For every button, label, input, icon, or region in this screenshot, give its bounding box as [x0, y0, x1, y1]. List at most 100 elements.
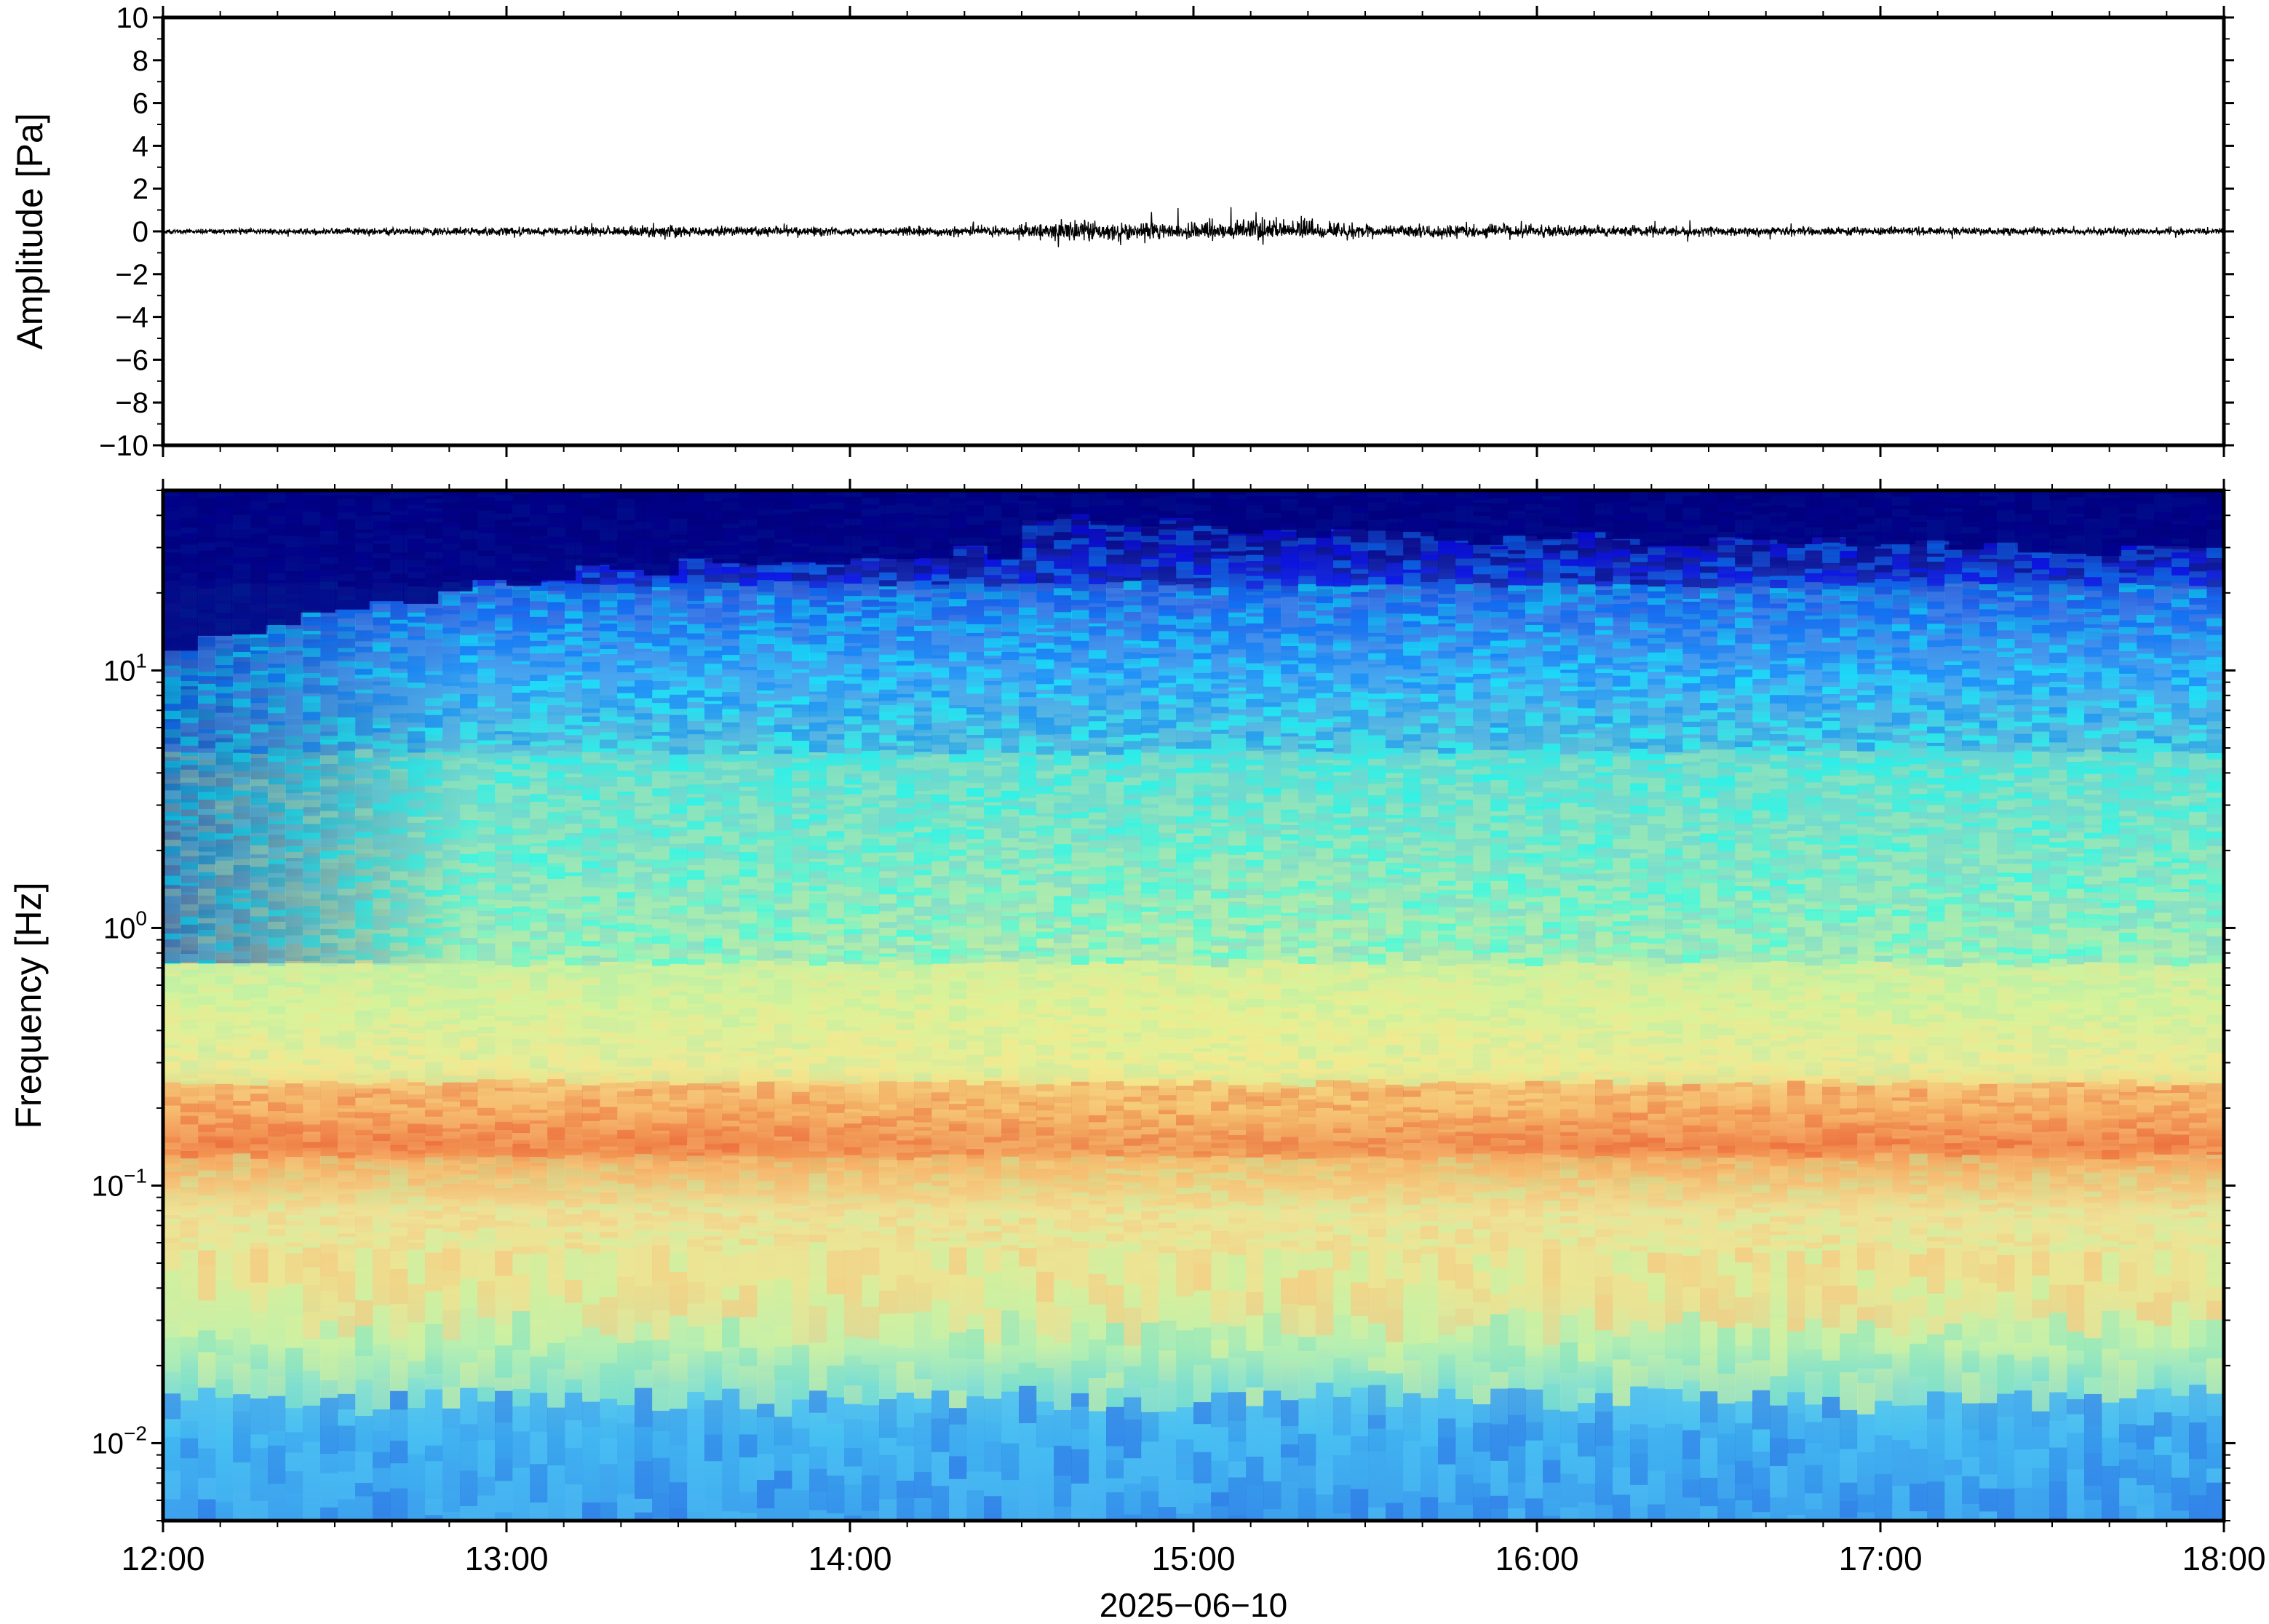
- spectrogram-cell: [460, 854, 478, 864]
- spectrogram-cell: [460, 1140, 478, 1149]
- spectrogram-cell: [582, 1099, 600, 1107]
- spectrogram-cell: [268, 1033, 286, 1041]
- spectrogram-cell: [355, 853, 373, 858]
- spectrogram-cell: [687, 1247, 705, 1282]
- spectrogram-cell: [495, 1091, 513, 1094]
- spectrogram-cell: [355, 781, 373, 784]
- spectrogram-cell: [687, 1409, 705, 1439]
- spectrogram-cell: [635, 1066, 653, 1070]
- spectrogram-cell: [512, 1123, 531, 1134]
- spectrogram-cell: [617, 584, 635, 594]
- spectrogram-cell: [285, 1150, 303, 1158]
- spectrogram-cell: [373, 1430, 391, 1452]
- spectrogram-cell: [373, 1094, 391, 1098]
- spectrogram-cell: [338, 1170, 356, 1174]
- spectrogram-cell: [250, 931, 269, 936]
- spectrogram-cell: [198, 1425, 216, 1449]
- spectrogram-cell: [774, 1149, 792, 1158]
- spectrogram-cell: [442, 931, 461, 939]
- spectrogram-cell: [757, 1181, 775, 1190]
- spectrogram-cell: [617, 980, 635, 984]
- spectrogram-cell: [338, 1118, 356, 1124]
- spectrogram-cell: [512, 589, 531, 598]
- spectrogram-cell: [268, 901, 286, 910]
- spectrogram-cell: [460, 1230, 478, 1235]
- spectrogram-cell: [373, 1000, 391, 1009]
- spectrogram-cell: [669, 1036, 688, 1040]
- spectrogram-cell: [512, 803, 531, 810]
- spectrogram-cell: [512, 1223, 531, 1227]
- spectrogram-cell: [635, 814, 653, 819]
- spectrogram-cell: [600, 748, 618, 752]
- spectrogram-cell: [425, 1043, 443, 1054]
- spectrogram-cell: [408, 987, 426, 992]
- spectrogram-cell: [180, 700, 199, 709]
- spectrogram-cell: [163, 1009, 181, 1013]
- spectrogram-cell: [215, 1216, 234, 1224]
- spectrogram-cell: [320, 1070, 338, 1075]
- spectrogram-cell: [180, 1036, 199, 1044]
- spectrogram-cell: [425, 1145, 443, 1153]
- spectrogram-cell: [687, 1003, 705, 1007]
- spectrogram-cell: [495, 995, 513, 1002]
- spectrogram-cell: [739, 804, 758, 814]
- spectrogram-cell: [687, 604, 705, 609]
- spectrogram-cell: [303, 1151, 321, 1158]
- spectrogram-cell: [460, 944, 478, 952]
- spectrogram-cell: [565, 773, 583, 778]
- spectrogram-cell: [617, 961, 635, 968]
- spectrogram-cell: [442, 621, 461, 628]
- spectrogram-cell: [198, 1096, 216, 1101]
- spectrogram-cell: [704, 1172, 723, 1179]
- spectrogram-cell: [163, 665, 181, 669]
- spectrogram-cell: [285, 1121, 303, 1126]
- spectrogram-cell: [373, 1283, 391, 1306]
- spectrogram-cell: [547, 1407, 565, 1438]
- spectrogram-cell: [268, 1177, 286, 1183]
- spectrogram-cell: [477, 1054, 496, 1062]
- spectrogram-cell: [408, 1070, 426, 1080]
- spectrogram-cell: [408, 1378, 426, 1409]
- spectrogram-cell: [285, 724, 303, 729]
- spectrogram-cell: [652, 845, 670, 853]
- spectrogram-cell: [582, 627, 600, 631]
- spectrogram-cell: [303, 856, 321, 864]
- spectrogram-cell: [512, 1235, 531, 1244]
- spectrogram-cell: [774, 861, 792, 870]
- spectrogram-cell: [163, 768, 181, 773]
- spectrogram-cell: [652, 1088, 670, 1094]
- spectrogram-cell: [215, 1170, 234, 1175]
- spectrogram-cell: [233, 1491, 251, 1521]
- spectrogram-cell: [565, 816, 583, 824]
- spectrogram-cell: [408, 991, 426, 997]
- spectrogram-cell: [739, 897, 758, 907]
- spectrogram-cell: [268, 816, 286, 821]
- spectrogram-cell: [565, 1280, 583, 1303]
- spectrogram-cell: [635, 795, 653, 803]
- spectrogram-cell: [215, 953, 234, 960]
- spectrogram-cell: [582, 833, 600, 837]
- spectrogram-cell: [687, 937, 705, 942]
- spectrogram-cell: [215, 742, 234, 752]
- spectrogram-cell: [355, 1300, 373, 1326]
- spectrogram-cell: [477, 827, 496, 835]
- spectrogram-cell: [512, 877, 531, 884]
- spectrogram-cell: [425, 671, 443, 675]
- spectrogram-cell: [565, 796, 583, 803]
- spectrogram-cell: [565, 1148, 583, 1155]
- spectrogram-cell: [635, 569, 653, 577]
- spectrogram-cell: [757, 855, 775, 864]
- spectrogram-cell: [460, 1156, 478, 1164]
- spectrogram-cell: [250, 1199, 269, 1206]
- spectrogram-cell: [215, 1339, 234, 1356]
- spectrogram-cell: [390, 696, 408, 706]
- spectrogram-cell: [408, 713, 426, 723]
- spectrogram-cell: [408, 640, 426, 648]
- spectrogram-cell: [530, 755, 548, 763]
- spectrogram-cell: [617, 650, 635, 655]
- spectrogram-cell: [338, 626, 356, 632]
- spectrogram-cell: [180, 841, 199, 851]
- spectrogram-cell: [495, 1139, 513, 1147]
- spectrogram-cell: [617, 1192, 635, 1199]
- spectrogram-cell: [530, 1393, 548, 1432]
